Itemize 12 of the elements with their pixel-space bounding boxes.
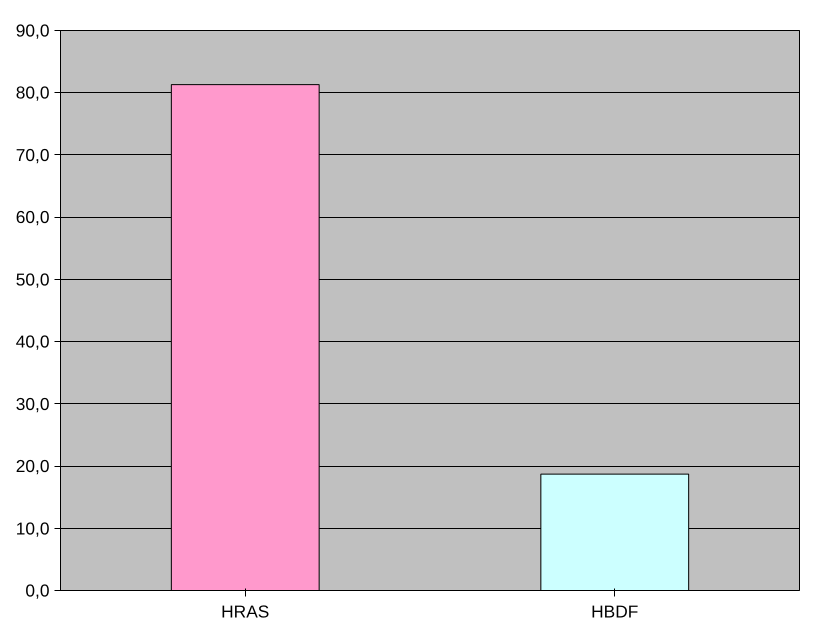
y-tick-label: 30,0 bbox=[16, 394, 50, 414]
y-tick-label: 10,0 bbox=[16, 518, 50, 538]
y-tick-label: 0,0 bbox=[25, 580, 50, 600]
y-tick-label: 80,0 bbox=[16, 82, 50, 103]
y-tick-label: 70,0 bbox=[16, 144, 50, 165]
y-tick-label: 60,0 bbox=[16, 207, 50, 228]
y-tick-label: 20,0 bbox=[16, 456, 50, 476]
y-tick-label: 40,0 bbox=[16, 332, 50, 352]
y-tick-label: 50,0 bbox=[16, 269, 50, 290]
x-tick-label: HBDF bbox=[591, 602, 638, 622]
x-tick-label: HRAS bbox=[221, 602, 270, 622]
y-tick-label: 90,0 bbox=[16, 20, 50, 40]
